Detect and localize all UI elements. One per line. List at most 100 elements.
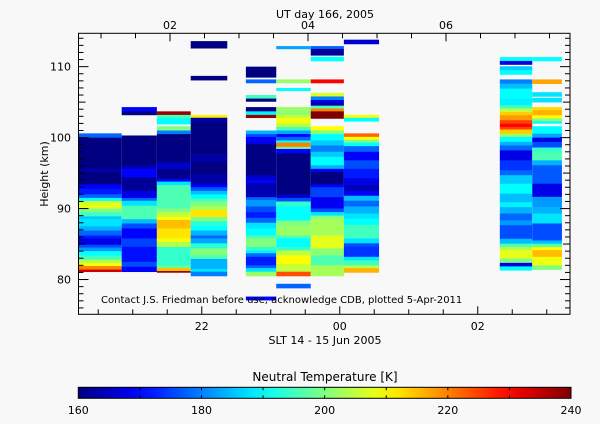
- heatmap-cell: [121, 228, 157, 239]
- heatmap-cell: [499, 83, 533, 89]
- heatmap-cell: [310, 92, 344, 97]
- heatmap-cell: [78, 230, 122, 236]
- heatmap-cell: [532, 147, 562, 153]
- heatmap-cell: [78, 216, 122, 220]
- heatmap-cell: [310, 208, 344, 213]
- heatmap-cell: [276, 87, 311, 92]
- heatmap-cell: [343, 218, 380, 226]
- heatmap-cell: [532, 196, 562, 208]
- heatmap-cell: [499, 258, 533, 264]
- heatmap-cell: [310, 46, 344, 50]
- heatmap-cell: [310, 126, 344, 131]
- heatmap-cell: [276, 134, 311, 138]
- heatmap-cell: [310, 248, 344, 256]
- heatmap-cell: [343, 224, 380, 239]
- heatmap-cell: [276, 197, 311, 202]
- heatmap-cell: [245, 143, 277, 176]
- heatmap-cell: [310, 100, 344, 104]
- heatmap-cell: [343, 133, 380, 138]
- top-tick-label: 02: [163, 19, 177, 32]
- heatmap-cell: [156, 181, 191, 186]
- heatmap-cell: [532, 141, 562, 148]
- heatmap-cell: [245, 183, 277, 198]
- heatmap-cell: [343, 206, 380, 214]
- heatmap-cell: [245, 228, 277, 236]
- heatmap-cell: [78, 251, 122, 256]
- chart-title: UT day 166, 2005: [276, 8, 374, 21]
- heatmap-cell: [121, 261, 157, 268]
- heatmap-cell: [499, 79, 533, 84]
- heatmap-cell: [245, 265, 277, 269]
- heatmap-cell: [499, 126, 533, 130]
- heatmap-cell: [190, 238, 228, 244]
- heatmap-cell: [190, 162, 228, 175]
- heatmap-cell: [156, 219, 191, 229]
- heatmap-cell: [245, 217, 277, 224]
- heatmap-cell: [499, 225, 533, 240]
- heatmap-cell: [499, 141, 533, 146]
- heatmap-cell: [532, 152, 562, 161]
- heatmap-cell: [245, 134, 277, 138]
- heatmap-cell: [532, 121, 562, 124]
- heatmap-cell: [156, 162, 191, 170]
- heatmap-cell: [121, 168, 157, 178]
- heatmap-cell: [78, 202, 122, 209]
- heatmap-cell: [343, 256, 380, 261]
- heatmap-cell: [532, 240, 562, 244]
- heatmap-cell: [343, 243, 380, 248]
- colorbar-tick-label: 200: [314, 404, 335, 417]
- heatmap-cell: [499, 123, 533, 128]
- heatmap-cell: [276, 107, 311, 111]
- heatmap-cell: [78, 219, 122, 227]
- heatmap-cell: [532, 110, 562, 116]
- heatmap-cell: [310, 156, 344, 166]
- axis-tick-labels: 80 90 100 110 02 04 06 22 00 02: [50, 19, 485, 333]
- heatmap-cell: [343, 185, 380, 192]
- heatmap-cell: [276, 46, 311, 50]
- bottom-tick-label: 22: [195, 320, 209, 333]
- heatmap-cell: [499, 66, 533, 71]
- heatmap-cell: [156, 212, 191, 218]
- heatmap-cell: [343, 160, 380, 170]
- heatmap-cell: [343, 136, 380, 141]
- heatmap-cell: [276, 148, 311, 154]
- heatmap-cell: [276, 142, 311, 148]
- colorbar-tick-label: 220: [437, 404, 458, 417]
- heatmap-cell: [343, 117, 380, 122]
- heatmap-cell: [190, 217, 228, 222]
- heatmap-cell: [276, 246, 311, 251]
- heatmap-cell: [78, 269, 122, 273]
- heatmap-cell: [156, 126, 191, 131]
- heatmap-cell: [156, 185, 191, 209]
- heatmap-cell: [310, 265, 344, 277]
- heatmap-cell: [532, 79, 562, 84]
- heatmap-cell: [310, 171, 344, 185]
- heatmap-cell: [190, 173, 228, 185]
- y-tick-label: 80: [57, 274, 71, 287]
- heatmap-cell: [310, 134, 344, 141]
- colorbar-tick-label: 180: [191, 404, 212, 417]
- heatmap-cell: [190, 187, 228, 192]
- heatmap-cell: [532, 107, 562, 111]
- axis-ticks: [78, 33, 570, 315]
- heatmap-cell: [499, 207, 533, 214]
- heatmap-cell: [190, 206, 228, 211]
- heatmap-cell: [343, 146, 380, 153]
- heatmap-cell: [276, 123, 311, 128]
- heatmap-cell: [156, 118, 191, 125]
- heatmap-cell: [276, 225, 311, 236]
- heatmap-cell: [190, 209, 228, 218]
- heatmap-cell: [156, 178, 191, 182]
- heatmap-cell: [156, 268, 191, 272]
- heatmap-cell: [532, 207, 562, 214]
- heatmap-cell: [276, 271, 311, 277]
- heatmap-cell: [499, 129, 533, 135]
- heatmap-cell: [156, 111, 191, 116]
- heatmap-cell: [499, 112, 533, 116]
- heatmap-cell: [245, 140, 277, 145]
- heatmap-cell: [276, 255, 311, 265]
- heatmap-cell: [78, 235, 122, 239]
- heatmap-cell: [245, 212, 277, 219]
- heatmap-cell: [310, 184, 344, 188]
